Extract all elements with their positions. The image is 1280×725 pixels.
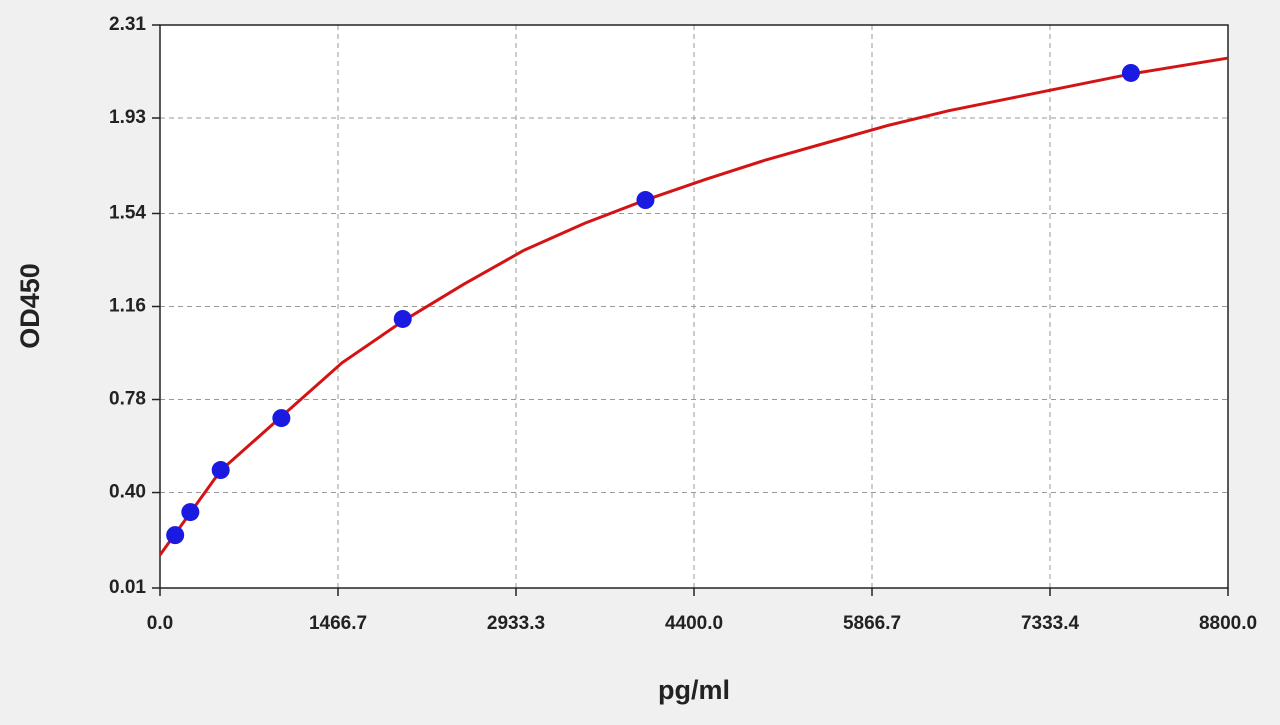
data-point: [272, 409, 291, 428]
x-tick-label: 0.0: [147, 613, 173, 634]
x-tick-label: 5866.7: [843, 613, 901, 634]
y-axis-title: OD450: [15, 263, 45, 349]
y-tick-label: 0.78: [109, 389, 146, 410]
data-point: [211, 461, 230, 480]
y-tick-label: 1.54: [109, 202, 146, 223]
x-tick-label: 8800.0: [1199, 613, 1257, 634]
x-tick-label: 2933.3: [487, 613, 545, 634]
data-point: [1121, 63, 1140, 82]
data-point: [636, 191, 655, 210]
data-point: [181, 503, 200, 522]
y-tick-label: 2.31: [109, 14, 146, 35]
y-tick-label: 1.16: [109, 296, 146, 317]
data-point: [393, 309, 412, 328]
fit-curve: [158, 56, 1229, 556]
y-tick-label: 1.93: [109, 107, 146, 128]
x-tick-label: 4400.0: [665, 613, 723, 634]
y-tick-label: 0.01: [109, 577, 146, 598]
data-point: [166, 526, 185, 545]
x-tick-label: 7333.4: [1021, 613, 1080, 634]
x-axis-title: pg/ml: [658, 675, 730, 705]
plot-frame: [159, 24, 1229, 589]
x-tick-label: 1466.7: [309, 613, 367, 634]
y-tick-label: 0.40: [109, 482, 146, 503]
